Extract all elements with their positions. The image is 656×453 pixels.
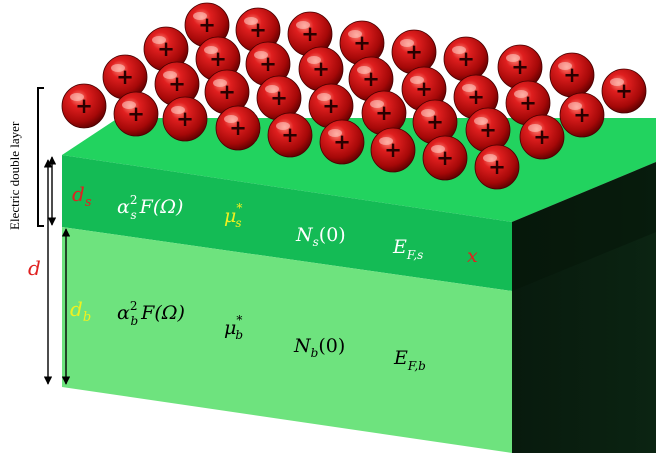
ion-layer: + + + + + + + + + + + + + + + + + + + + + + + + + + + + + + + + + + + +: [61, 2, 647, 190]
plus-sign: +: [116, 65, 134, 89]
positive-ion: +: [113, 91, 159, 137]
positive-ion: +: [184, 2, 230, 48]
positive-ion: +: [102, 54, 148, 100]
plus-sign: +: [615, 79, 633, 103]
positive-ion: +: [204, 69, 250, 115]
surface-layer-front: [62, 155, 512, 291]
plus-sign: +: [353, 31, 371, 55]
plus-sign: +: [281, 123, 299, 147]
plus-sign: +: [249, 18, 267, 42]
ds-label: ds: [72, 182, 92, 210]
positive-ion: +: [497, 44, 543, 90]
positive-ion: +: [505, 80, 551, 126]
positive-ion: +: [519, 114, 565, 160]
positive-ion: +: [256, 75, 302, 121]
plus-sign: +: [467, 85, 485, 109]
positive-ion: +: [465, 107, 511, 153]
positive-ion: +: [549, 52, 595, 98]
plus-sign: +: [405, 40, 423, 64]
db-label: db: [70, 297, 91, 325]
plus-sign: +: [511, 55, 529, 79]
plus-sign: +: [168, 72, 186, 96]
positive-ion: +: [287, 11, 333, 57]
positive-ion: +: [370, 127, 416, 173]
plus-sign: +: [176, 107, 194, 131]
plus-sign: +: [322, 94, 340, 118]
plus-sign: +: [362, 67, 380, 91]
surface-mu: μ* s: [224, 201, 242, 230]
plus-sign: +: [426, 110, 444, 134]
plus-sign: +: [533, 125, 551, 149]
positive-ion: +: [339, 20, 385, 66]
edl-bracket: [37, 87, 44, 227]
bulk-N: Nb(0): [293, 335, 345, 360]
plus-sign: +: [384, 138, 402, 162]
plus-sign: +: [270, 86, 288, 110]
positive-ion: +: [422, 135, 468, 181]
plus-sign: +: [198, 13, 216, 37]
plus-sign: +: [375, 101, 393, 125]
bulk-layer-front: [62, 227, 512, 453]
plus-sign: +: [573, 103, 591, 127]
plus-sign: +: [563, 63, 581, 87]
positive-ion: +: [319, 119, 365, 165]
slab-right-side-upper: [512, 162, 656, 291]
positive-ion: +: [61, 83, 107, 129]
plus-sign: +: [488, 155, 506, 179]
positive-ion: +: [162, 96, 208, 142]
positive-ion: +: [391, 29, 437, 75]
edl-label: Electric double layer: [7, 121, 22, 230]
positive-ion: +: [235, 7, 281, 53]
plus-sign: +: [333, 130, 351, 154]
positive-ion: +: [308, 83, 354, 129]
surface-alpha2F: α2 s F(Ω): [117, 193, 183, 222]
positive-ion: +: [443, 36, 489, 82]
bulk-alpha2F: α2 b F(Ω): [117, 299, 185, 328]
positive-ion: +: [559, 92, 605, 138]
positive-ion: +: [298, 46, 344, 92]
positive-ion: +: [361, 90, 407, 136]
plus-sign: +: [259, 52, 277, 76]
positive-ion: +: [601, 68, 647, 114]
plus-sign: +: [218, 80, 236, 104]
plus-sign: +: [436, 146, 454, 170]
d-label: d: [28, 256, 41, 280]
plus-sign: +: [457, 47, 475, 71]
plus-sign: +: [415, 77, 433, 101]
plus-sign: +: [229, 116, 247, 140]
plus-sign: +: [75, 94, 93, 118]
bulk-mu: μ* b: [224, 313, 243, 342]
positive-ion: +: [267, 112, 313, 158]
plus-sign: +: [127, 102, 145, 126]
bulk-E: EF,b: [393, 347, 426, 373]
plus-sign: +: [301, 22, 319, 46]
plus-sign: +: [312, 57, 330, 81]
surface-E: EF,s: [392, 236, 423, 262]
surface-N: Ns(0): [295, 224, 346, 249]
slab-top-face: [62, 118, 656, 222]
positive-ion: +: [412, 99, 458, 145]
positive-ion: +: [143, 26, 189, 72]
plus-sign: +: [209, 47, 227, 71]
plus-sign: +: [157, 37, 175, 61]
plus-sign: +: [519, 91, 537, 115]
x-label: x: [467, 245, 478, 267]
plus-sign: +: [479, 118, 497, 142]
positive-ion: +: [215, 105, 261, 151]
positive-ion: +: [474, 144, 520, 190]
